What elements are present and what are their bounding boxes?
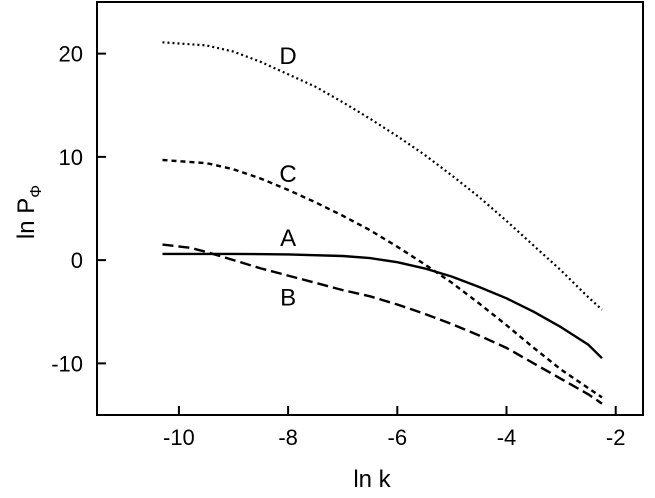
y-axis-title-main: ln P [13, 198, 40, 239]
x-axis-title: ln k [353, 466, 391, 493]
x-tick-label: -4 [497, 425, 517, 450]
series-line-b [162, 243, 603, 405]
y-axis-title-subscript: Φ [28, 185, 45, 198]
curve-label-c: C [279, 161, 296, 188]
x-tick-label: -8 [278, 425, 298, 450]
y-tick-label: -10 [51, 351, 83, 376]
curve-labels: D C A B [279, 43, 296, 312]
svg-text:ln PΦ: ln PΦ [13, 185, 45, 239]
y-axis-ticks: -10 0 10 20 [51, 42, 106, 376]
y-tick-label: 0 [71, 248, 83, 273]
plot-frame [96, 1, 644, 416]
series-line-d [162, 41, 603, 311]
series-line-a [162, 252, 603, 360]
y-tick-label: 20 [59, 42, 83, 67]
y-axis-title: ln PΦ [13, 185, 45, 239]
x-tick-label: -10 [163, 425, 195, 450]
y-tick-label: 10 [59, 145, 83, 170]
curve-label-a: A [280, 225, 296, 252]
x-tick-label: -6 [388, 425, 408, 450]
x-axis-ticks: -10 -8 -6 -4 -2 [163, 406, 625, 450]
curve-label-d: D [279, 43, 296, 70]
series-layer [162, 41, 603, 405]
curve-label-b: B [280, 285, 296, 312]
series-line-c [162, 158, 603, 399]
x-tick-label: -2 [606, 425, 626, 450]
